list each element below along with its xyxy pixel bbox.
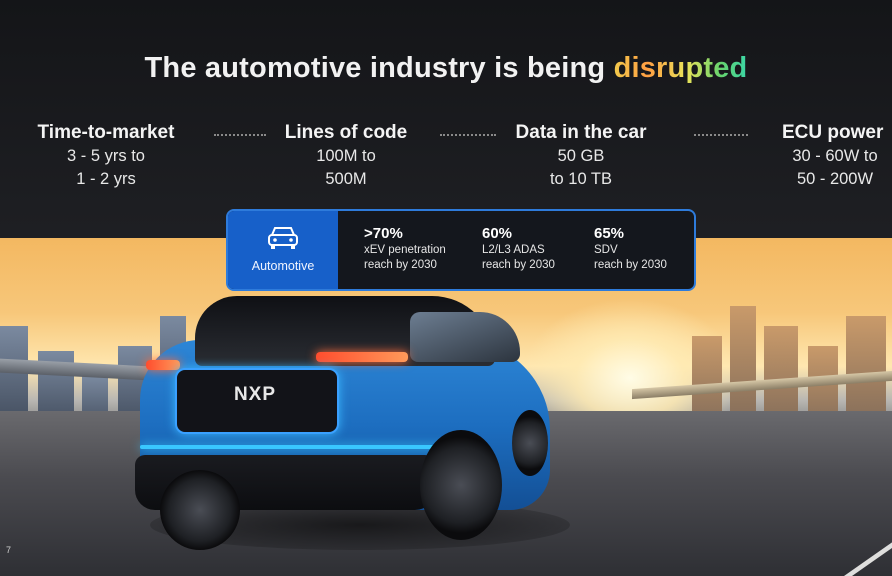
dotted-separator <box>214 134 266 136</box>
wheel <box>160 470 240 550</box>
metric-data-in-the-car: Data in the car 50 GB to 10 TB <box>506 122 656 190</box>
stat-value: 65% <box>594 225 625 242</box>
metric-line: 50 GB <box>557 147 605 165</box>
metric-title: Data in the car <box>515 122 647 143</box>
badge-label: Automotive <box>251 259 315 273</box>
title-highlight: disrupted <box>613 52 748 84</box>
title-prefix: The automotive industry is being <box>144 52 614 84</box>
stat-desc: reach by 2030 <box>482 259 555 271</box>
stat-desc: reach by 2030 <box>594 259 667 271</box>
wheel <box>420 430 502 540</box>
stat-xev: >70% xEV penetration reach by 2030 <box>364 225 446 272</box>
stat-desc: xEV penetration <box>364 244 446 256</box>
car-side-window <box>410 312 520 362</box>
metric-line: 30 - 60W to <box>792 147 878 165</box>
info-box: Automotive >70% xEV penetration reach by… <box>226 209 696 291</box>
rear-panel <box>175 368 339 434</box>
stat-sdv: 65% SDV reach by 2030 <box>594 225 667 272</box>
metric-title: Time-to-market <box>37 122 175 143</box>
metric-line: 50 - 200W <box>796 170 874 188</box>
metric-line: 1 - 2 yrs <box>76 170 136 188</box>
tail-light-right <box>316 352 408 362</box>
stat-value: 60% <box>482 225 513 242</box>
automotive-badge: Automotive <box>228 211 338 289</box>
stat-desc: L2/L3 ADAS <box>482 244 545 256</box>
stat-desc: SDV <box>594 244 618 256</box>
dotted-separator <box>440 134 496 136</box>
metric-ecu-power: ECU power 30 - 60W to 50 - 200W <box>778 122 892 190</box>
metric-line: 100M to <box>316 147 376 165</box>
page-number: 7 <box>6 545 12 555</box>
car-glow-strip <box>140 445 460 449</box>
stat-desc: reach by 2030 <box>364 259 437 271</box>
metric-time-to-market: Time-to-market 3 - 5 yrs to 1 - 2 yrs <box>18 122 194 190</box>
metric-lines-of-code: Lines of code 100M to 500M <box>272 122 420 190</box>
metric-title: ECU power <box>782 122 884 143</box>
metric-line: to 10 TB <box>549 170 613 188</box>
metric-line: 3 - 5 yrs to <box>67 147 145 165</box>
stat-value: >70% <box>364 225 403 242</box>
tail-light-left <box>146 360 180 370</box>
metric-line: 500M <box>325 170 367 188</box>
stat-adas: 60% L2/L3 ADAS reach by 2030 <box>482 225 555 272</box>
dotted-separator <box>694 134 748 136</box>
wheel <box>512 410 548 476</box>
slide-title: The automotive industry is being disrupt… <box>0 52 892 85</box>
nxp-logo: NXP <box>233 384 277 405</box>
car-front-icon <box>268 227 298 249</box>
metric-title: Lines of code <box>284 122 408 143</box>
